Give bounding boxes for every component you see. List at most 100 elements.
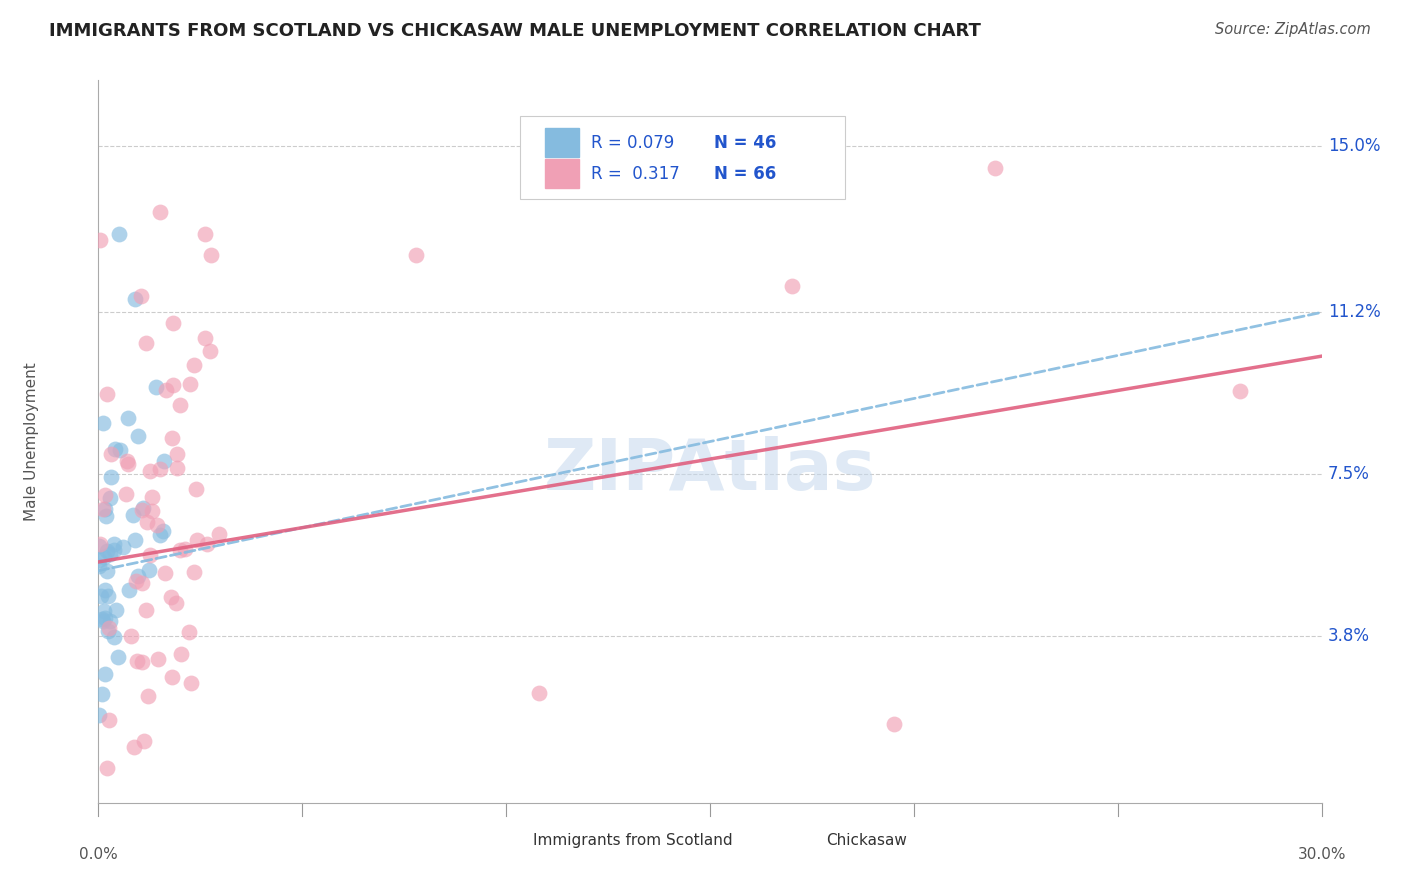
Point xyxy=(138,562,160,576)
Point xyxy=(136,690,159,704)
Text: ZIPAtlas: ZIPAtlas xyxy=(544,436,876,505)
Point xyxy=(125,574,148,589)
Point xyxy=(104,442,127,456)
Point xyxy=(162,378,184,392)
Point xyxy=(146,517,169,532)
Point xyxy=(149,204,172,219)
Point xyxy=(97,624,120,638)
Point xyxy=(183,359,205,373)
Point xyxy=(93,604,115,618)
Point xyxy=(141,490,163,504)
Point xyxy=(1229,384,1251,399)
Text: 15.0%: 15.0% xyxy=(1327,137,1381,155)
Point xyxy=(89,540,111,554)
Point xyxy=(162,670,184,684)
Point xyxy=(135,603,157,617)
Point xyxy=(145,380,167,394)
Point xyxy=(122,740,145,755)
Point xyxy=(117,410,139,425)
Point xyxy=(90,589,112,603)
Text: 7.5%: 7.5% xyxy=(1327,466,1369,483)
Point xyxy=(184,482,207,496)
Point xyxy=(208,527,231,541)
Point xyxy=(136,515,159,529)
Point xyxy=(100,469,122,483)
Point xyxy=(169,398,191,412)
Point xyxy=(146,652,169,666)
Point xyxy=(93,549,115,564)
Point xyxy=(89,233,111,247)
Point xyxy=(103,537,125,551)
Point xyxy=(170,647,193,661)
Point xyxy=(114,487,136,501)
Point xyxy=(198,344,221,359)
Point xyxy=(152,524,174,538)
Point xyxy=(194,330,217,344)
Bar xyxy=(546,159,579,188)
Point xyxy=(131,655,153,669)
Point xyxy=(117,457,139,471)
Point xyxy=(200,248,222,262)
Point xyxy=(107,650,129,665)
Point xyxy=(94,488,117,502)
Point xyxy=(89,558,111,573)
Point xyxy=(160,431,183,445)
Point xyxy=(135,335,157,350)
Point xyxy=(103,542,125,557)
Point xyxy=(94,508,117,523)
Point xyxy=(169,542,191,557)
Point xyxy=(97,713,120,727)
Point xyxy=(94,583,117,598)
Point xyxy=(90,612,112,626)
Point xyxy=(139,548,162,562)
Point xyxy=(179,376,201,391)
Point xyxy=(177,624,200,639)
Point xyxy=(110,443,132,458)
Point xyxy=(166,447,188,461)
Point xyxy=(91,687,114,701)
Text: Chickasaw: Chickasaw xyxy=(827,833,907,848)
Text: Male Unemployment: Male Unemployment xyxy=(24,362,38,521)
Text: R =  0.317: R = 0.317 xyxy=(592,165,681,183)
Point xyxy=(131,575,153,590)
Point xyxy=(129,289,152,303)
Point xyxy=(127,654,149,668)
Point xyxy=(124,292,146,306)
Point xyxy=(96,761,118,775)
Point xyxy=(111,541,134,555)
Text: 30.0%: 30.0% xyxy=(1298,847,1346,862)
Text: Source: ZipAtlas.com: Source: ZipAtlas.com xyxy=(1215,22,1371,37)
Text: N = 46: N = 46 xyxy=(714,134,776,152)
Point xyxy=(87,552,110,566)
Bar xyxy=(496,831,523,850)
Point xyxy=(100,614,122,628)
Point xyxy=(94,501,117,516)
Point xyxy=(152,454,174,468)
Point xyxy=(96,544,118,558)
Point xyxy=(122,508,145,522)
Point xyxy=(984,161,1007,175)
Point xyxy=(103,630,125,644)
Point xyxy=(118,583,141,598)
Point xyxy=(148,527,170,541)
Point xyxy=(117,454,139,468)
Point xyxy=(132,500,155,515)
FancyBboxPatch shape xyxy=(520,117,845,200)
Point xyxy=(194,227,217,241)
Point xyxy=(527,686,550,700)
Text: 11.2%: 11.2% xyxy=(1327,303,1381,321)
Point xyxy=(127,568,149,582)
Point xyxy=(89,707,111,722)
Point xyxy=(405,248,427,262)
Point xyxy=(780,279,803,293)
Point xyxy=(183,565,205,579)
Text: R = 0.079: R = 0.079 xyxy=(592,134,675,152)
Point xyxy=(162,317,184,331)
Point xyxy=(93,611,115,625)
Point xyxy=(97,589,120,603)
Point xyxy=(155,566,177,580)
Text: IMMIGRANTS FROM SCOTLAND VS CHICKASAW MALE UNEMPLOYMENT CORRELATION CHART: IMMIGRANTS FROM SCOTLAND VS CHICKASAW MA… xyxy=(49,22,981,40)
Point xyxy=(174,542,197,557)
Point xyxy=(105,602,128,616)
Point xyxy=(186,533,208,547)
